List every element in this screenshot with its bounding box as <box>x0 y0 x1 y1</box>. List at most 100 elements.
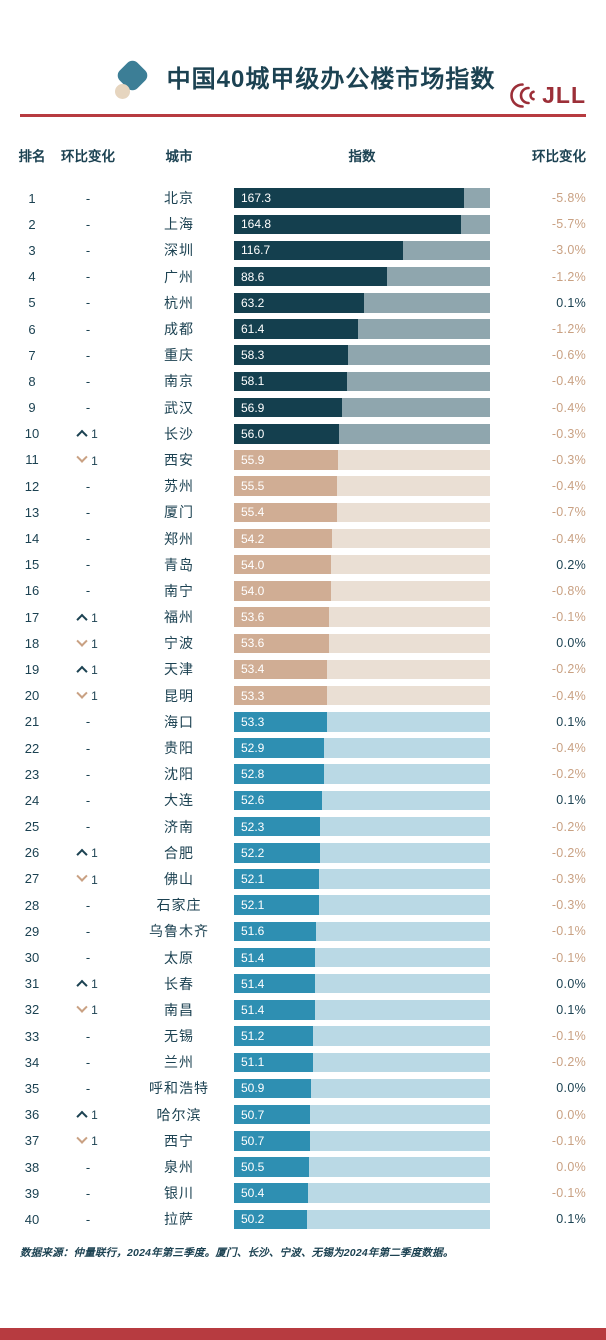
rank-change-cell: - <box>52 269 124 284</box>
index-bar-track: 52.1 <box>234 895 490 915</box>
rank-change-amount: 1 <box>91 610 98 625</box>
rank-value: 17 <box>24 609 40 625</box>
rank-up-icon <box>76 665 88 677</box>
table-row: 27 1 佛山 52.1 -0.3% <box>0 866 606 892</box>
index-value: 52.6 <box>241 793 265 808</box>
no-change-dash: - <box>85 792 91 808</box>
qoq-change-value: 0.0% <box>556 1160 586 1175</box>
rank-up-icon <box>76 848 88 861</box>
rank-value: 7 <box>28 347 36 363</box>
rank-change-cell: - <box>52 1081 124 1096</box>
index-bar-cell: 55.9 <box>234 450 490 470</box>
qoq-change-value: -0.4% <box>551 479 586 494</box>
qoq-change-value: 0.0% <box>556 976 586 991</box>
table-row: 39 - 银川 50.4 -0.1% <box>0 1180 606 1206</box>
rank-value: 30 <box>24 950 40 966</box>
rank-down-icon <box>76 635 88 647</box>
city-name: 昆明 <box>164 687 194 704</box>
index-bar-cell: 51.1 <box>234 1052 490 1073</box>
index-bar-track: 51.4 <box>234 973 490 994</box>
city-name: 长春 <box>164 975 194 992</box>
page-title: 中国40城甲级办公楼市场指数 <box>166 66 496 94</box>
rank-value: 5 <box>28 295 36 311</box>
table-row: 19 1 天津 53.4 -0.2% <box>0 656 606 682</box>
index-bar: 63.2 <box>234 293 365 313</box>
rank-change-amount: 1 <box>91 636 98 651</box>
qoq-change-value: -0.2% <box>551 1055 586 1070</box>
table-row: 37 1 西宁 50.7 -0.1% <box>0 1128 606 1154</box>
city-name: 福州 <box>164 609 194 626</box>
no-change-dash: - <box>85 190 91 206</box>
rank-change-cell: - <box>52 767 124 782</box>
table-row: 24 - 大连 52.6 0.1% <box>0 787 606 813</box>
rank-change-cell: - <box>52 741 124 756</box>
city-name: 太原 <box>164 949 194 966</box>
index-value: 52.1 <box>241 898 265 913</box>
index-bar-track: 55.4 <box>234 502 490 523</box>
city-name: 无锡 <box>164 1028 194 1045</box>
table-row: 31 1 长春 51.4 0.0% <box>0 971 606 997</box>
qoq-change-value: -0.3% <box>551 426 586 441</box>
jll-logo-text: JLL <box>542 82 586 108</box>
index-bar: 56.9 <box>234 397 343 418</box>
index-value: 51.4 <box>241 976 265 991</box>
rank-value: 36 <box>24 1107 40 1123</box>
index-value: 52.1 <box>241 871 265 886</box>
no-change-dash: - <box>85 740 91 756</box>
rank-value: 38 <box>24 1159 40 1175</box>
index-value: 51.6 <box>241 924 265 939</box>
index-bar-cell: 50.7 <box>234 1104 490 1125</box>
city-name: 重庆 <box>164 347 194 364</box>
rank-change-cell: 1 <box>52 635 124 651</box>
index-bar-cell: 164.8 <box>234 214 490 235</box>
rank-change-cell: - <box>52 479 124 494</box>
rank-change-cell: - <box>52 557 124 572</box>
index-bar-track: 56.0 <box>234 424 490 444</box>
rank-value: 6 <box>28 321 36 337</box>
index-value: 58.3 <box>241 348 265 363</box>
index-bar-cell: 50.4 <box>234 1183 490 1203</box>
qoq-change-value: 0.2% <box>556 557 586 572</box>
rank-change-cell: - <box>52 295 124 310</box>
index-bar-cell: 63.2 <box>234 293 490 313</box>
qoq-change-value: -0.1% <box>551 1133 586 1148</box>
index-bar-cell: 51.4 <box>234 973 490 994</box>
rank-change-cell: 1 <box>52 976 124 992</box>
index-bar-cell: 54.0 <box>234 581 490 601</box>
qoq-change-value: -0.4% <box>551 688 586 703</box>
index-value: 63.2 <box>241 295 265 310</box>
rank-value: 4 <box>28 269 36 285</box>
index-bar-cell: 56.9 <box>234 397 490 418</box>
city-name: 乌鲁木齐 <box>149 923 209 940</box>
rank-value: 18 <box>24 635 40 651</box>
city-name: 南宁 <box>164 582 194 599</box>
rank-change-amount: 1 <box>91 1134 98 1149</box>
index-value: 54.2 <box>241 531 265 546</box>
index-bar: 53.3 <box>234 712 327 732</box>
table-row: 34 - 兰州 51.1 -0.2% <box>0 1049 606 1075</box>
city-name: 杭州 <box>164 294 194 311</box>
city-name: 大连 <box>164 792 194 809</box>
rank-value: 11 <box>25 452 39 468</box>
no-change-dash: - <box>85 714 91 730</box>
rank-value: 40 <box>24 1211 40 1227</box>
index-bar-track: 52.8 <box>234 764 490 784</box>
index-value: 167.3 <box>241 191 272 206</box>
index-bar: 53.6 <box>234 607 329 627</box>
city-name: 兰州 <box>164 1054 194 1071</box>
index-bar: 52.3 <box>234 816 321 837</box>
index-bar-cell: 58.1 <box>234 371 490 392</box>
index-bar: 50.7 <box>234 1131 311 1151</box>
index-bar-track: 55.5 <box>234 476 490 496</box>
index-bar-cell: 53.6 <box>234 633 490 654</box>
index-bar: 55.5 <box>234 476 338 496</box>
column-header-qoq-change: 环比变化 <box>532 149 586 164</box>
rank-change-cell: - <box>52 1029 124 1044</box>
index-bar-track: 63.2 <box>234 293 490 313</box>
no-change-dash: - <box>85 478 91 494</box>
index-value: 50.7 <box>241 1107 265 1122</box>
rank-change-cell: 1 <box>52 845 124 861</box>
index-bar-track: 51.4 <box>234 1000 490 1020</box>
rank-change-cell: - <box>52 505 124 520</box>
city-name: 长沙 <box>164 425 194 442</box>
